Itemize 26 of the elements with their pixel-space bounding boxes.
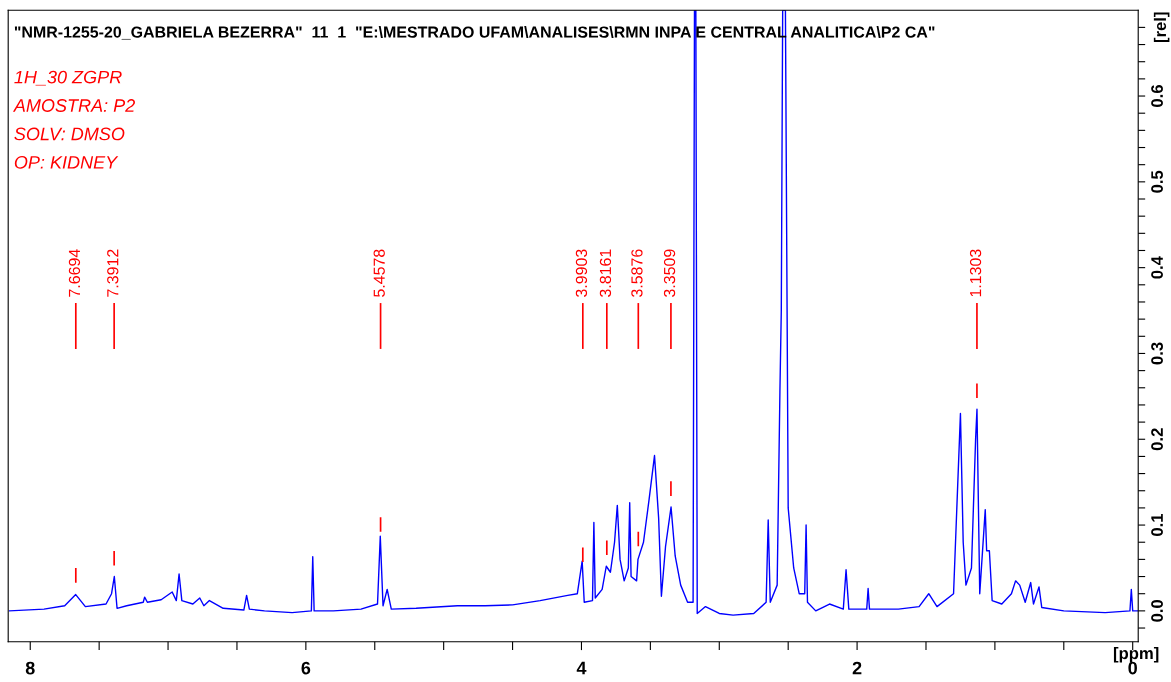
x-tick-label: 6 — [301, 661, 311, 675]
y-tick-label: 0.6 — [1151, 85, 1163, 107]
annotation: AMOSTRA: P2 — [12, 99, 135, 112]
y-axis-title: [rel] — [1153, 12, 1170, 43]
annotation: 1H_30 ZGPR — [14, 70, 122, 86]
y-tick-label: 0.4 — [1151, 256, 1163, 279]
annotation: 1.1303 — [969, 249, 982, 297]
annotation: 5.4578 — [373, 249, 385, 297]
annotation: 3.5876 — [631, 249, 643, 297]
y-tick-label: 0.2 — [1151, 428, 1163, 451]
y-tick-label: 0.1 — [1151, 513, 1163, 536]
annotation: OP: KIDNEY — [14, 155, 119, 169]
annotation: SOLV: DMSO — [14, 127, 125, 141]
annotation: 7.3912 — [107, 249, 119, 297]
annotation: 3.3509 — [663, 249, 676, 297]
y-tick-label: 0.0 — [1151, 599, 1163, 622]
annotation: 3.8161 — [599, 249, 612, 297]
annotation: 3.9903 — [575, 249, 588, 297]
y-tick-label: 0.3 — [1151, 342, 1163, 365]
x-axis-title: [ppm] — [1113, 646, 1159, 663]
x-tick-label: 4 — [576, 661, 587, 675]
x-tick-label: 8 — [25, 661, 35, 675]
y-tick-label: 0.5 — [1151, 170, 1163, 193]
annotation: 7.6694 — [68, 249, 81, 297]
x-tick-label: 2 — [852, 661, 862, 675]
x-tick-label: 0 — [1128, 661, 1137, 675]
